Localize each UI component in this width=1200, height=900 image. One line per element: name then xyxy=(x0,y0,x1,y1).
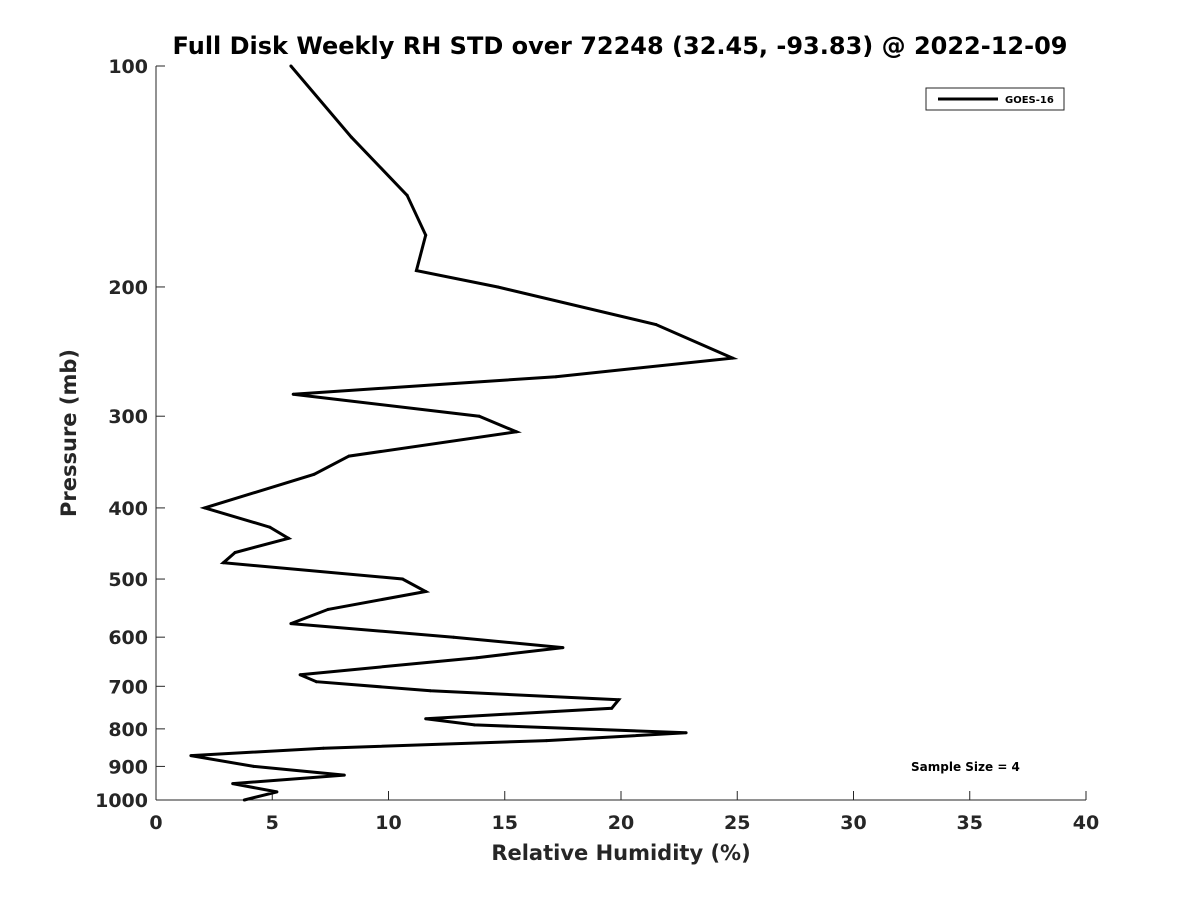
x-tick-label-15: 15 xyxy=(492,812,518,834)
data-point xyxy=(477,414,481,418)
data-point xyxy=(684,731,688,735)
y-tick-label-500: 500 xyxy=(108,569,148,591)
data-point xyxy=(298,673,302,677)
data-point xyxy=(252,764,256,768)
data-point xyxy=(731,356,735,360)
data-point xyxy=(289,622,293,626)
data-point xyxy=(473,723,476,727)
series-layer xyxy=(189,64,739,802)
data-point xyxy=(275,790,279,794)
data-point xyxy=(405,193,409,197)
y-tick-label-1000: 1000 xyxy=(95,790,148,812)
data-point xyxy=(545,739,549,743)
data-point xyxy=(424,233,428,237)
y-axis-label: Pressure (mb) xyxy=(57,349,81,517)
x-tick-label-10: 10 xyxy=(375,812,401,834)
y-ticks: 100 200 300 400 500 600 700 800 900 1000 xyxy=(95,56,165,812)
y-tick-label-800: 800 xyxy=(108,719,148,741)
x-tick-label-25: 25 xyxy=(724,812,750,834)
data-point xyxy=(312,472,316,476)
data-point xyxy=(321,746,325,750)
x-tick-label-20: 20 xyxy=(608,812,634,834)
data-point xyxy=(326,607,330,611)
x-tick-label-0: 0 xyxy=(149,812,162,834)
data-point xyxy=(231,782,235,786)
series-line-goes-16 xyxy=(190,65,739,802)
chart-title: Full Disk Weekly RH STD over 72248 (32.4… xyxy=(173,32,1068,60)
y-tick-label-300: 300 xyxy=(108,406,148,428)
data-point xyxy=(496,285,500,289)
data-point xyxy=(428,689,432,693)
x-ticks: 0 5 10 15 20 25 30 35 40 xyxy=(149,791,1099,834)
x-axis-label: Relative Humidity (%) xyxy=(491,841,750,865)
data-point xyxy=(347,454,351,458)
legend-label-goes16: GOES-16 xyxy=(1005,95,1054,106)
data-point xyxy=(221,561,225,565)
data-point xyxy=(189,754,193,758)
data-point xyxy=(287,536,290,540)
x-tick-label-5: 5 xyxy=(266,812,279,834)
x-tick-label-40: 40 xyxy=(1073,812,1099,834)
data-point xyxy=(561,646,565,650)
data-point xyxy=(242,798,246,802)
data-point xyxy=(401,577,404,581)
data-point xyxy=(314,680,318,684)
data-point xyxy=(424,717,428,721)
data-point xyxy=(349,135,353,139)
legend: GOES-16 xyxy=(925,87,1065,111)
data-point xyxy=(291,392,295,396)
data-point xyxy=(654,323,658,326)
data-point xyxy=(514,430,518,434)
data-point xyxy=(289,64,293,68)
y-tick-label-600: 600 xyxy=(108,627,148,649)
y-tick-label-400: 400 xyxy=(108,498,148,520)
data-point xyxy=(424,590,428,593)
data-point xyxy=(452,635,456,639)
data-point xyxy=(617,698,621,702)
data-point xyxy=(268,525,272,529)
x-tick-label-35: 35 xyxy=(957,812,983,834)
sample-size-annotation: Sample Size = 4 xyxy=(911,760,1020,774)
data-point xyxy=(554,375,558,379)
y-tick-label-200: 200 xyxy=(108,277,148,299)
y-tick-label-700: 700 xyxy=(108,676,148,698)
data-point xyxy=(203,506,207,510)
data-point xyxy=(342,773,346,777)
y-tick-label-900: 900 xyxy=(108,756,148,778)
data-point xyxy=(414,269,418,273)
data-point xyxy=(610,706,614,710)
data-point xyxy=(233,551,237,554)
data-point xyxy=(475,656,479,660)
y-tick-label-100: 100 xyxy=(108,56,148,78)
x-tick-label-30: 30 xyxy=(840,812,866,834)
